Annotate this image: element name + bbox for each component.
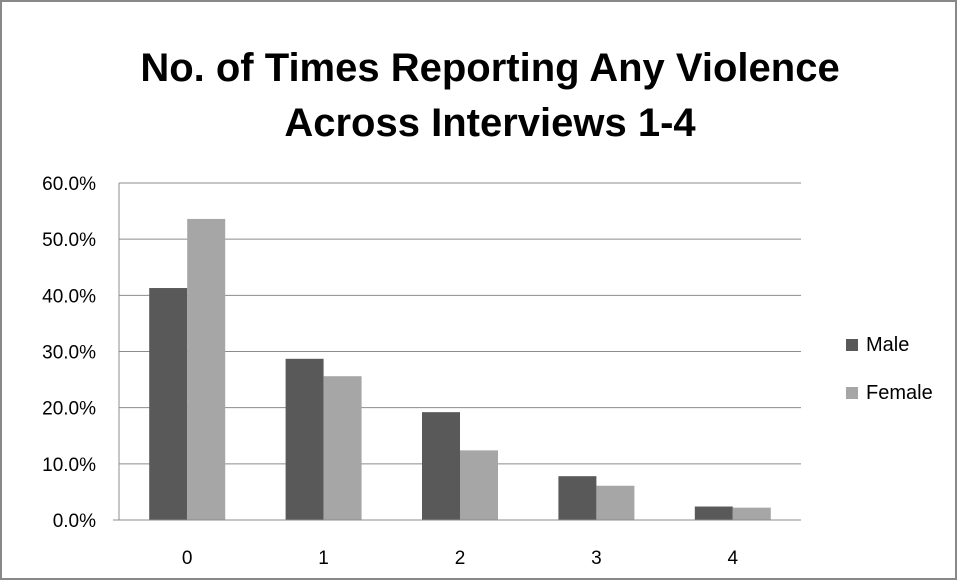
axes bbox=[113, 183, 801, 521]
chart-title-line-1: No. of Times Reporting Any Violence bbox=[140, 46, 839, 90]
y-tick-label: 40.0% bbox=[42, 286, 96, 307]
x-tick-label: 2 bbox=[455, 548, 466, 569]
legend-swatch-female bbox=[846, 387, 858, 399]
bar-female-2 bbox=[460, 450, 498, 520]
legend-swatch-male bbox=[846, 339, 858, 351]
y-tick-labels: 0.0% 10.0% 20.0% 30.0% 40.0% 50.0% 60.0% bbox=[42, 174, 96, 532]
y-tick-label: 30.0% bbox=[42, 343, 96, 364]
bar-male-2 bbox=[422, 412, 460, 520]
x-tick-label: 3 bbox=[591, 548, 602, 569]
x-tick-label: 0 bbox=[182, 548, 193, 569]
legend: Male Female bbox=[846, 334, 933, 404]
chart-title: No. of Times Reporting Any Violence Acro… bbox=[140, 46, 839, 145]
bars bbox=[149, 218, 771, 521]
bar-male-4 bbox=[694, 506, 733, 520]
chart-title-line-2: Across Interviews 1-4 bbox=[284, 101, 696, 145]
bar-female-4 bbox=[732, 507, 771, 520]
y-tick-label: 0.0% bbox=[53, 511, 96, 532]
bar-female-0 bbox=[187, 218, 226, 521]
bar-male-0 bbox=[149, 288, 188, 520]
x-tick-label: 1 bbox=[318, 548, 329, 569]
bar-male-1 bbox=[285, 358, 324, 520]
legend-label-female: Female bbox=[866, 382, 933, 404]
x-tick-labels: 0 1 2 3 4 bbox=[182, 548, 739, 569]
y-tick-label: 50.0% bbox=[42, 230, 96, 251]
bar-female-3 bbox=[596, 485, 635, 520]
bar-male-3 bbox=[558, 476, 597, 520]
y-tick-label: 20.0% bbox=[42, 399, 96, 420]
y-tick-label: 10.0% bbox=[42, 455, 96, 476]
bar-female-1 bbox=[323, 376, 362, 520]
x-tick-label: 4 bbox=[728, 548, 739, 569]
y-tick-label: 60.0% bbox=[42, 174, 96, 195]
gridlines bbox=[119, 182, 801, 465]
legend-label-male: Male bbox=[866, 334, 909, 356]
